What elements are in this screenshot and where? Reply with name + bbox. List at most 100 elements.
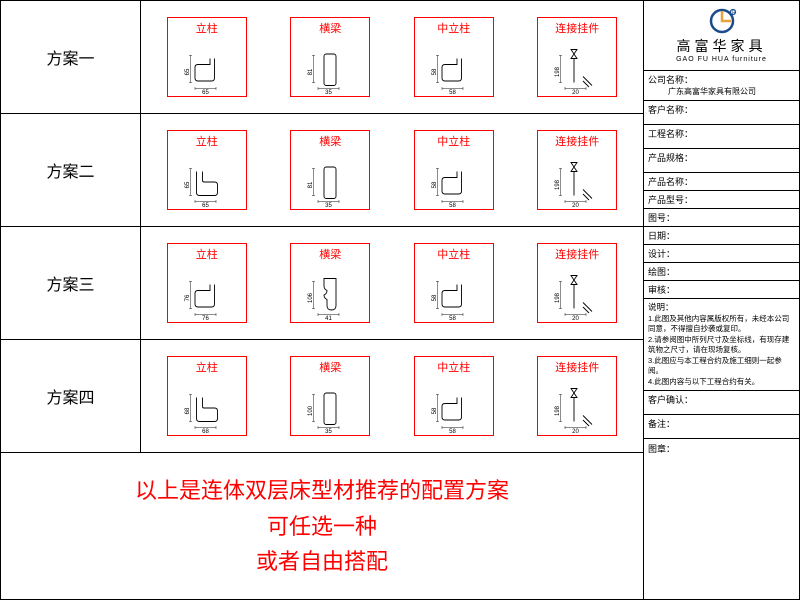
svg-text:20: 20 bbox=[572, 429, 579, 435]
svg-text:68: 68 bbox=[185, 407, 191, 414]
tb-company: 公司名称： 广东高富华家具有限公司 bbox=[644, 71, 799, 101]
svg-text:65: 65 bbox=[202, 90, 209, 96]
scheme-label: 方案四 bbox=[1, 340, 141, 452]
svg-text:35: 35 bbox=[325, 203, 332, 209]
logo-icon: R bbox=[707, 8, 737, 34]
tb-design: 设计： bbox=[644, 245, 799, 263]
svg-text:35: 35 bbox=[325, 90, 332, 96]
scheme-label: 方案一 bbox=[1, 1, 141, 113]
company-name-en: GAO FU HUA furniture bbox=[676, 56, 767, 63]
profile-横梁: 横梁 81 35 bbox=[290, 130, 370, 210]
title-block: R 高富华家具 GAO FU HUA furniture 公司名称： 广东高富华… bbox=[644, 1, 799, 599]
svg-text:58: 58 bbox=[432, 181, 438, 188]
svg-text:68: 68 bbox=[202, 429, 209, 435]
svg-text:65: 65 bbox=[202, 203, 209, 209]
svg-text:81: 81 bbox=[308, 181, 314, 188]
profile-title: 横梁 bbox=[319, 20, 341, 36]
footer-line3: 或者自由搭配 bbox=[256, 544, 388, 579]
profile-title: 连接挂件 bbox=[555, 246, 599, 262]
profile-连接挂件: 连接挂件 198 20 bbox=[537, 17, 617, 97]
svg-text:35: 35 bbox=[325, 429, 332, 435]
svg-text:100: 100 bbox=[308, 406, 314, 417]
svg-text:65: 65 bbox=[185, 181, 191, 188]
svg-text:65: 65 bbox=[185, 68, 191, 75]
profile-title: 中立柱 bbox=[437, 133, 470, 149]
svg-text:20: 20 bbox=[572, 316, 579, 322]
profile-title: 立柱 bbox=[196, 246, 218, 262]
footer-line1: 以上是连体双层床型材推荐的配置方案 bbox=[135, 473, 509, 508]
tb-client: 客户名称： bbox=[644, 101, 799, 125]
note-4: 4.此图内容与以下工程合约有关。 bbox=[648, 377, 795, 388]
profiles: 立柱 65 65 横梁 81 35 中立柱 58 58 连接挂件 198 20 bbox=[141, 1, 643, 113]
svg-text:198: 198 bbox=[555, 179, 561, 190]
profiles: 立柱 65 65 横梁 81 35 中立柱 58 58 连接挂件 198 20 bbox=[141, 114, 643, 226]
profile-立柱: 立柱 76 76 bbox=[167, 243, 247, 323]
profiles: 立柱 68 68横梁 100 35中立柱 58 58连接挂件 198 20 bbox=[141, 340, 643, 452]
company-name-cn: 高富华家具 bbox=[677, 36, 767, 56]
main-area: 方案一立柱 65 65横梁 81 35中立柱 58 58连接挂件 198 20方… bbox=[1, 1, 644, 599]
profile-连接挂件: 连接挂件 198 20 bbox=[537, 243, 617, 323]
tb-date: 日期： bbox=[644, 227, 799, 245]
profile-横梁: 横梁 106 41 bbox=[290, 243, 370, 323]
profile-横梁: 横梁 100 35 bbox=[290, 356, 370, 436]
tb-confirm: 客户确认： bbox=[644, 391, 799, 415]
notes-cell: 说明： 1.此图及其他内容属版权所有，未经本公司同意，不得擅自抄袭或复印。 2.… bbox=[644, 299, 799, 391]
scheme-row-3: 方案三立柱 76 76横梁 106 41中立柱 58 58连接挂件 198 20 bbox=[1, 227, 643, 340]
svg-text:106: 106 bbox=[308, 293, 314, 304]
profile-title: 横梁 bbox=[319, 133, 341, 149]
profiles: 立柱 76 76横梁 106 41中立柱 58 58连接挂件 198 20 bbox=[141, 227, 643, 339]
footer-line2: 可任选一种 bbox=[267, 509, 377, 544]
svg-text:58: 58 bbox=[449, 203, 456, 209]
tb-project: 工程名称： bbox=[644, 125, 799, 149]
profile-title: 连接挂件 bbox=[555, 133, 599, 149]
note-3: 3.此图应与本工程合约及施工细则一起参阅。 bbox=[648, 356, 795, 377]
footer-note: 以上是连体双层床型材推荐的配置方案 可任选一种 或者自由搭配 bbox=[1, 453, 643, 599]
svg-text:198: 198 bbox=[555, 406, 561, 417]
profile-中立柱: 中立柱 58 58 bbox=[414, 356, 494, 436]
svg-text:20: 20 bbox=[572, 203, 579, 209]
scheme-row-4: 方案四立柱 68 68横梁 100 35中立柱 58 58连接挂件 198 20 bbox=[1, 340, 643, 453]
scheme-label: 方案三 bbox=[1, 227, 141, 339]
profile-中立柱: 中立柱 58 58 bbox=[414, 17, 494, 97]
tb-prodmodel: 产品型号： bbox=[644, 191, 799, 209]
profile-立柱: 立柱 65 65 bbox=[167, 130, 247, 210]
tb-draw: 绘图： bbox=[644, 263, 799, 281]
tb-prodname: 产品名称： bbox=[644, 173, 799, 191]
profile-title: 连接挂件 bbox=[555, 359, 599, 375]
profile-连接挂件: 连接挂件 198 20 bbox=[537, 130, 617, 210]
profile-中立柱: 中立柱 58 58 bbox=[414, 130, 494, 210]
logo-cell: R 高富华家具 GAO FU HUA furniture bbox=[644, 1, 799, 71]
svg-text:20: 20 bbox=[572, 90, 579, 96]
tb-check: 审核： bbox=[644, 281, 799, 299]
svg-text:76: 76 bbox=[185, 294, 191, 301]
profile-title: 中立柱 bbox=[437, 359, 470, 375]
scheme-row-1: 方案一立柱 65 65横梁 81 35中立柱 58 58连接挂件 198 20 bbox=[1, 1, 643, 114]
drawing-sheet: 方案一立柱 65 65横梁 81 35中立柱 58 58连接挂件 198 20方… bbox=[0, 0, 800, 600]
svg-text:58: 58 bbox=[432, 294, 438, 301]
svg-text:58: 58 bbox=[432, 407, 438, 414]
svg-text:198: 198 bbox=[555, 66, 561, 77]
scheme-row-2: 方案二立柱 65 65横梁 81 35中立柱 58 58连接挂件 198 20 bbox=[1, 114, 643, 227]
svg-text:198: 198 bbox=[555, 293, 561, 304]
svg-text:58: 58 bbox=[449, 90, 456, 96]
svg-text:76: 76 bbox=[202, 316, 209, 322]
profile-立柱: 立柱 65 65 bbox=[167, 17, 247, 97]
profile-title: 连接挂件 bbox=[555, 20, 599, 36]
profile-连接挂件: 连接挂件 198 20 bbox=[537, 356, 617, 436]
tb-remark: 备注： bbox=[644, 415, 799, 439]
note-1: 1.此图及其他内容属版权所有，未经本公司同意，不得擅自抄袭或复印。 bbox=[648, 314, 795, 335]
profile-title: 立柱 bbox=[196, 133, 218, 149]
profile-title: 中立柱 bbox=[437, 20, 470, 36]
svg-text:R: R bbox=[732, 10, 736, 16]
svg-text:58: 58 bbox=[432, 68, 438, 75]
svg-text:81: 81 bbox=[308, 68, 314, 75]
tb-stamp: 图章： bbox=[644, 439, 799, 599]
profile-title: 立柱 bbox=[196, 20, 218, 36]
svg-text:58: 58 bbox=[449, 316, 456, 322]
svg-text:41: 41 bbox=[325, 316, 332, 322]
profile-title: 横梁 bbox=[319, 246, 341, 262]
note-2: 2.请参阅图中所列尺寸及坐标线，有现存建筑物之尺寸，请在现场复核。 bbox=[648, 335, 795, 356]
scheme-label: 方案二 bbox=[1, 114, 141, 226]
tb-drawingno: 图号： bbox=[644, 209, 799, 227]
svg-text:58: 58 bbox=[449, 429, 456, 435]
